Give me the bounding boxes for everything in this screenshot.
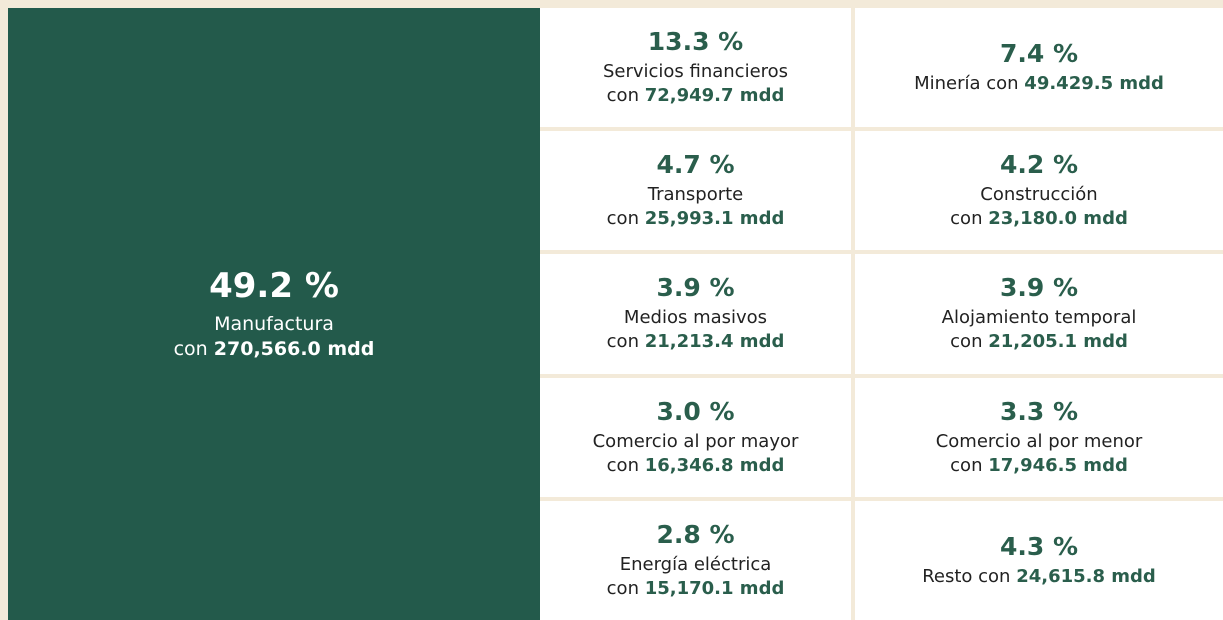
label-line: con 72,949.7 mdd	[607, 84, 785, 108]
label: Servicios financieros	[602, 61, 789, 83]
label: Construcción	[980, 184, 1098, 206]
amount: 23,180.0 mdd	[988, 208, 1128, 230]
percent: 4.7 %	[656, 150, 735, 180]
label: con	[606, 454, 639, 476]
sector-tile: 3.9 % Medios masivos con 21,213.4 mdd	[540, 254, 851, 374]
label-line: Comercio al por mayor	[593, 430, 799, 454]
amount: 25,993.1 mdd	[644, 208, 785, 230]
percent: 2.8 %	[656, 519, 735, 549]
label: Energía eléctrica	[619, 553, 772, 575]
label-line: Construcción	[980, 183, 1097, 207]
label-line: con 15,170.1 mdd	[607, 577, 785, 601]
label: Medios masivos	[623, 307, 768, 329]
label-line: Servicios financieros	[603, 60, 788, 84]
label: con	[950, 331, 983, 353]
main-tile: 49.2 % Manufactura con 270,566.0 mdd	[8, 8, 540, 620]
amount: 72,949.7 mdd	[644, 85, 785, 107]
label-line: con 25,993.1 mdd	[607, 207, 785, 231]
label: con	[950, 454, 983, 476]
amount: 24,615.8 mdd	[1016, 565, 1156, 587]
label-line: con 270,566.0 mdd	[174, 337, 375, 362]
label-line: con 16,346.8 mdd	[607, 454, 785, 478]
sector-tile: 3.0 % Comercio al por mayor con 16,346.8 m…	[540, 377, 851, 497]
label-line: con 21,213.4 mdd	[607, 330, 785, 354]
label-line: Medios masivos	[624, 306, 767, 330]
label: Comercio al por menor	[935, 430, 1143, 452]
percent: 13.3 %	[647, 27, 744, 57]
label: Alojamiento temporal	[941, 307, 1137, 329]
percent: 3.9 %	[999, 273, 1079, 303]
sector-tile: 3.3 % Comercio al por menor con 17,946.5 m…	[855, 377, 1223, 497]
amount: 16,346.8 mdd	[644, 454, 785, 476]
label-line: Alojamiento temporal	[942, 306, 1137, 330]
label: Minería con	[914, 73, 1019, 95]
tile-grid: 13.3 % Servicios financieros con 72,949.7 …	[540, 8, 1223, 620]
label: Manufactura	[214, 313, 334, 335]
percent: 3.9 %	[656, 273, 735, 303]
sector-tile: 4.7 % Transporte con 25,993.1 mdd	[540, 131, 851, 251]
amount: 15,170.1 mdd	[644, 577, 785, 599]
percent: 3.0 %	[656, 396, 735, 426]
sector-tile: 2.8 % Energía eléctrica con 15,170.1 mdd	[540, 500, 851, 620]
percent: 49.2 %	[209, 266, 339, 306]
label-line: Manufactura	[214, 312, 334, 337]
label: con	[606, 208, 639, 230]
label-line: con 21,205.1 mdd	[950, 330, 1128, 354]
percent: 4.3 %	[999, 531, 1079, 561]
label-line: con 17,946.5 mdd	[950, 454, 1128, 478]
amount: 17,946.5 mdd	[988, 454, 1128, 476]
label: con	[173, 338, 208, 360]
percent: 3.3 %	[999, 396, 1079, 426]
sector-tile: 3.9 % Alojamiento temporal con 21,205.1 md…	[855, 254, 1223, 374]
amount: 21,205.1 mdd	[988, 331, 1128, 353]
sector-tile: 4.2 % Construcción con 23,180.0 mdd	[855, 131, 1223, 251]
label-line: Minería con 49.429.5 mdd	[914, 72, 1164, 96]
label: Resto con	[922, 565, 1011, 587]
sector-tile: 13.3 % Servicios financieros con 72,949.7 …	[540, 8, 851, 128]
label: con	[606, 577, 639, 599]
percent: 4.2 %	[999, 150, 1079, 180]
label-line: Transporte	[648, 183, 744, 207]
label: Transporte	[647, 184, 744, 206]
label-line: Energía eléctrica	[620, 553, 772, 577]
label-line: Resto con 24,615.8 mdd	[922, 565, 1156, 589]
label: Comercio al por mayor	[592, 430, 799, 452]
label: con	[606, 85, 639, 107]
sector-tile: 7.4 % Minería con 49.429.5 mdd	[855, 8, 1223, 128]
label: con	[606, 331, 639, 353]
label-line: Comercio al por menor	[936, 430, 1143, 454]
label-line: con 23,180.0 mdd	[950, 207, 1128, 231]
amount: 21,213.4 mdd	[644, 331, 785, 353]
sector-tile: 4.3 % Resto con 24,615.8 mdd	[855, 500, 1223, 620]
percent: 7.4 %	[999, 39, 1079, 69]
label: con	[950, 208, 983, 230]
amount: 270,566.0 mdd	[213, 338, 375, 360]
amount: 49.429.5 mdd	[1024, 73, 1164, 95]
